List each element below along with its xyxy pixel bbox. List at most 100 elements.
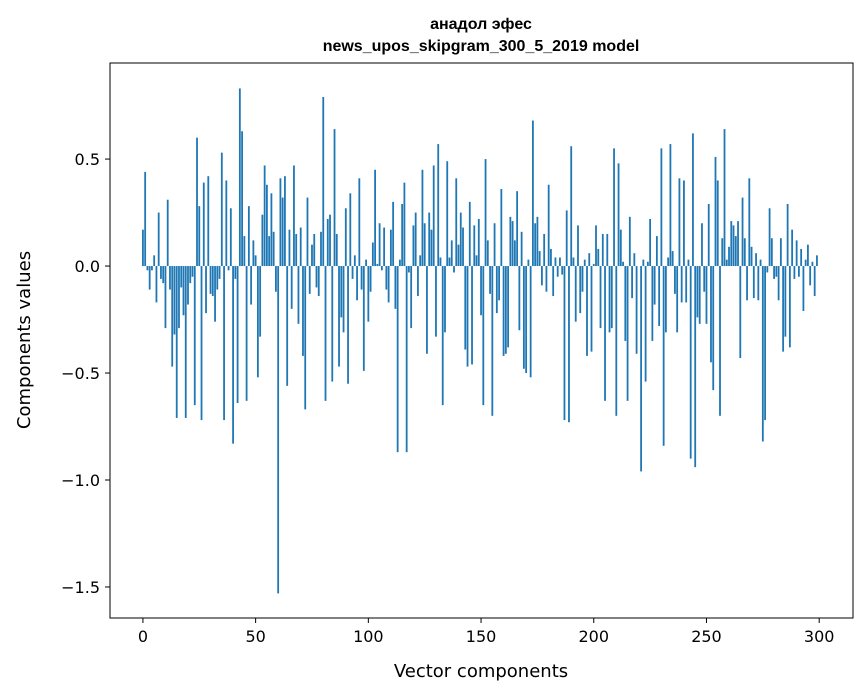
bar-256 bbox=[719, 266, 721, 416]
bar-80 bbox=[322, 97, 325, 267]
bar-192 bbox=[574, 266, 577, 322]
bar-101 bbox=[369, 266, 372, 292]
bar-170 bbox=[525, 266, 528, 374]
bar-86 bbox=[335, 233, 338, 267]
bar-6 bbox=[155, 266, 158, 303]
bar-279 bbox=[770, 238, 773, 267]
bar-9 bbox=[162, 266, 165, 284]
bar-183 bbox=[554, 257, 557, 267]
bar-194 bbox=[579, 266, 582, 314]
bar-277 bbox=[766, 266, 769, 273]
bar-78 bbox=[317, 266, 320, 296]
bar-43 bbox=[238, 88, 241, 267]
bar-66 bbox=[290, 266, 293, 309]
bar-250 bbox=[705, 266, 708, 324]
bar-193 bbox=[577, 225, 579, 267]
bar-111 bbox=[392, 201, 395, 267]
x-tick-label: 50 bbox=[245, 627, 265, 646]
bar-286 bbox=[786, 203, 789, 267]
bar-228 bbox=[655, 236, 658, 267]
bar-252 bbox=[710, 266, 712, 363]
bar-223 bbox=[644, 266, 647, 382]
bar-271 bbox=[752, 266, 755, 299]
bar-139 bbox=[455, 178, 458, 267]
bar-3 bbox=[148, 266, 151, 290]
bar-206 bbox=[606, 233, 609, 267]
bar-148 bbox=[475, 255, 478, 267]
y-tick-label: 0.5 bbox=[75, 150, 100, 169]
bar-225 bbox=[649, 218, 652, 267]
bar-267 bbox=[743, 238, 746, 267]
bar-243 bbox=[689, 266, 692, 459]
bar-42 bbox=[236, 266, 239, 403]
bar-7 bbox=[157, 212, 160, 267]
bar-147 bbox=[473, 225, 476, 267]
bar-249 bbox=[703, 266, 706, 292]
bar-122 bbox=[417, 266, 419, 296]
bar-285 bbox=[784, 266, 787, 337]
bar-20 bbox=[187, 266, 189, 305]
bar-64 bbox=[286, 266, 289, 386]
bar-272 bbox=[755, 253, 757, 267]
bar-62 bbox=[281, 197, 284, 267]
bar-264 bbox=[737, 221, 739, 267]
bar-143 bbox=[464, 266, 467, 350]
bar-205 bbox=[604, 266, 606, 401]
bar-210 bbox=[615, 266, 618, 416]
bar-164 bbox=[511, 221, 514, 267]
bar-200 bbox=[592, 263, 595, 267]
bar-227 bbox=[653, 266, 656, 305]
bar-134 bbox=[444, 266, 446, 333]
bar-184 bbox=[556, 266, 559, 277]
bar-57 bbox=[270, 193, 273, 267]
bar-144 bbox=[466, 266, 469, 367]
bar-30 bbox=[209, 266, 212, 294]
bar-239 bbox=[680, 266, 683, 303]
bar-65 bbox=[288, 229, 291, 267]
bar-98 bbox=[362, 266, 365, 371]
bar-103 bbox=[374, 169, 377, 267]
bar-242 bbox=[687, 259, 690, 267]
x-tick-label: 300 bbox=[804, 627, 835, 646]
bar-87 bbox=[338, 266, 340, 367]
bar-240 bbox=[683, 180, 685, 267]
bar-141 bbox=[459, 212, 462, 267]
bar-179 bbox=[545, 266, 548, 292]
bar-299 bbox=[816, 255, 818, 267]
bar-51 bbox=[256, 266, 259, 378]
bar-244 bbox=[692, 133, 694, 267]
bar-162 bbox=[507, 266, 510, 348]
bar-201 bbox=[595, 225, 597, 267]
bar-0 bbox=[142, 229, 144, 267]
bar-185 bbox=[559, 257, 561, 267]
bar-110 bbox=[389, 229, 392, 267]
bar-202 bbox=[597, 248, 600, 267]
bar-258 bbox=[723, 129, 726, 267]
bar-100 bbox=[367, 266, 370, 322]
bar-106 bbox=[380, 266, 383, 271]
bar-257 bbox=[721, 238, 724, 267]
bar-156 bbox=[493, 223, 496, 267]
bar-5 bbox=[153, 255, 156, 267]
bar-186 bbox=[561, 266, 564, 275]
bar-214 bbox=[624, 266, 627, 341]
bar-247 bbox=[698, 266, 701, 324]
bar-281 bbox=[775, 266, 778, 277]
bar-93 bbox=[351, 266, 354, 279]
bar-8 bbox=[160, 266, 162, 279]
bar-154 bbox=[489, 266, 491, 294]
bar-191 bbox=[572, 257, 575, 267]
bar-284 bbox=[782, 266, 785, 352]
bar-232 bbox=[664, 266, 667, 333]
bar-50 bbox=[254, 255, 257, 267]
bar-19 bbox=[184, 266, 187, 418]
bar-136 bbox=[448, 257, 451, 267]
bar-216 bbox=[628, 216, 631, 267]
bar-11 bbox=[166, 199, 169, 267]
bar-138 bbox=[453, 266, 455, 273]
bar-38 bbox=[227, 266, 230, 271]
bar-174 bbox=[534, 223, 537, 267]
x-tick-label: 150 bbox=[466, 627, 497, 646]
bar-58 bbox=[272, 231, 275, 267]
bar-218 bbox=[633, 253, 636, 267]
